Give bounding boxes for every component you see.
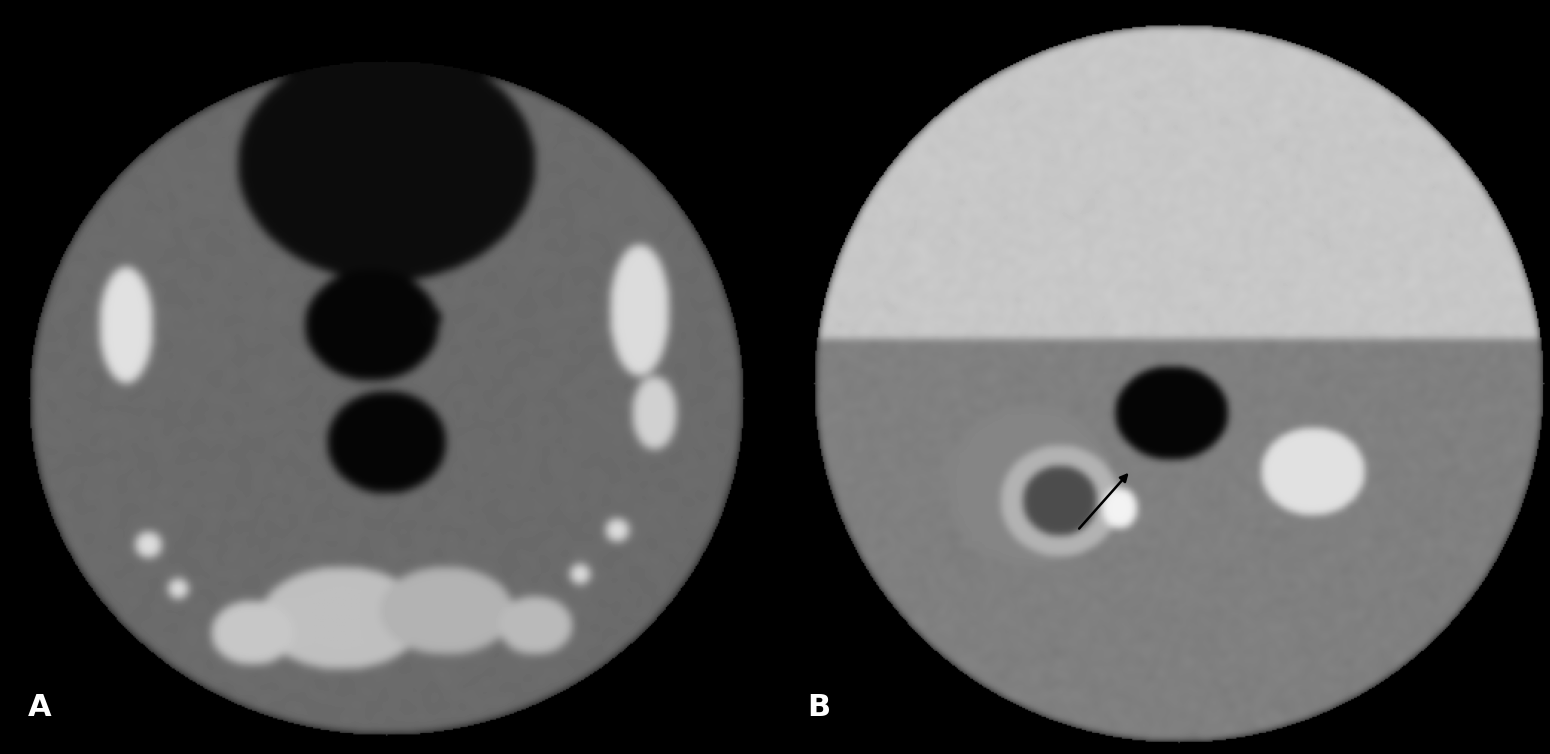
Text: A: A (28, 693, 51, 722)
Text: B: B (808, 693, 831, 722)
